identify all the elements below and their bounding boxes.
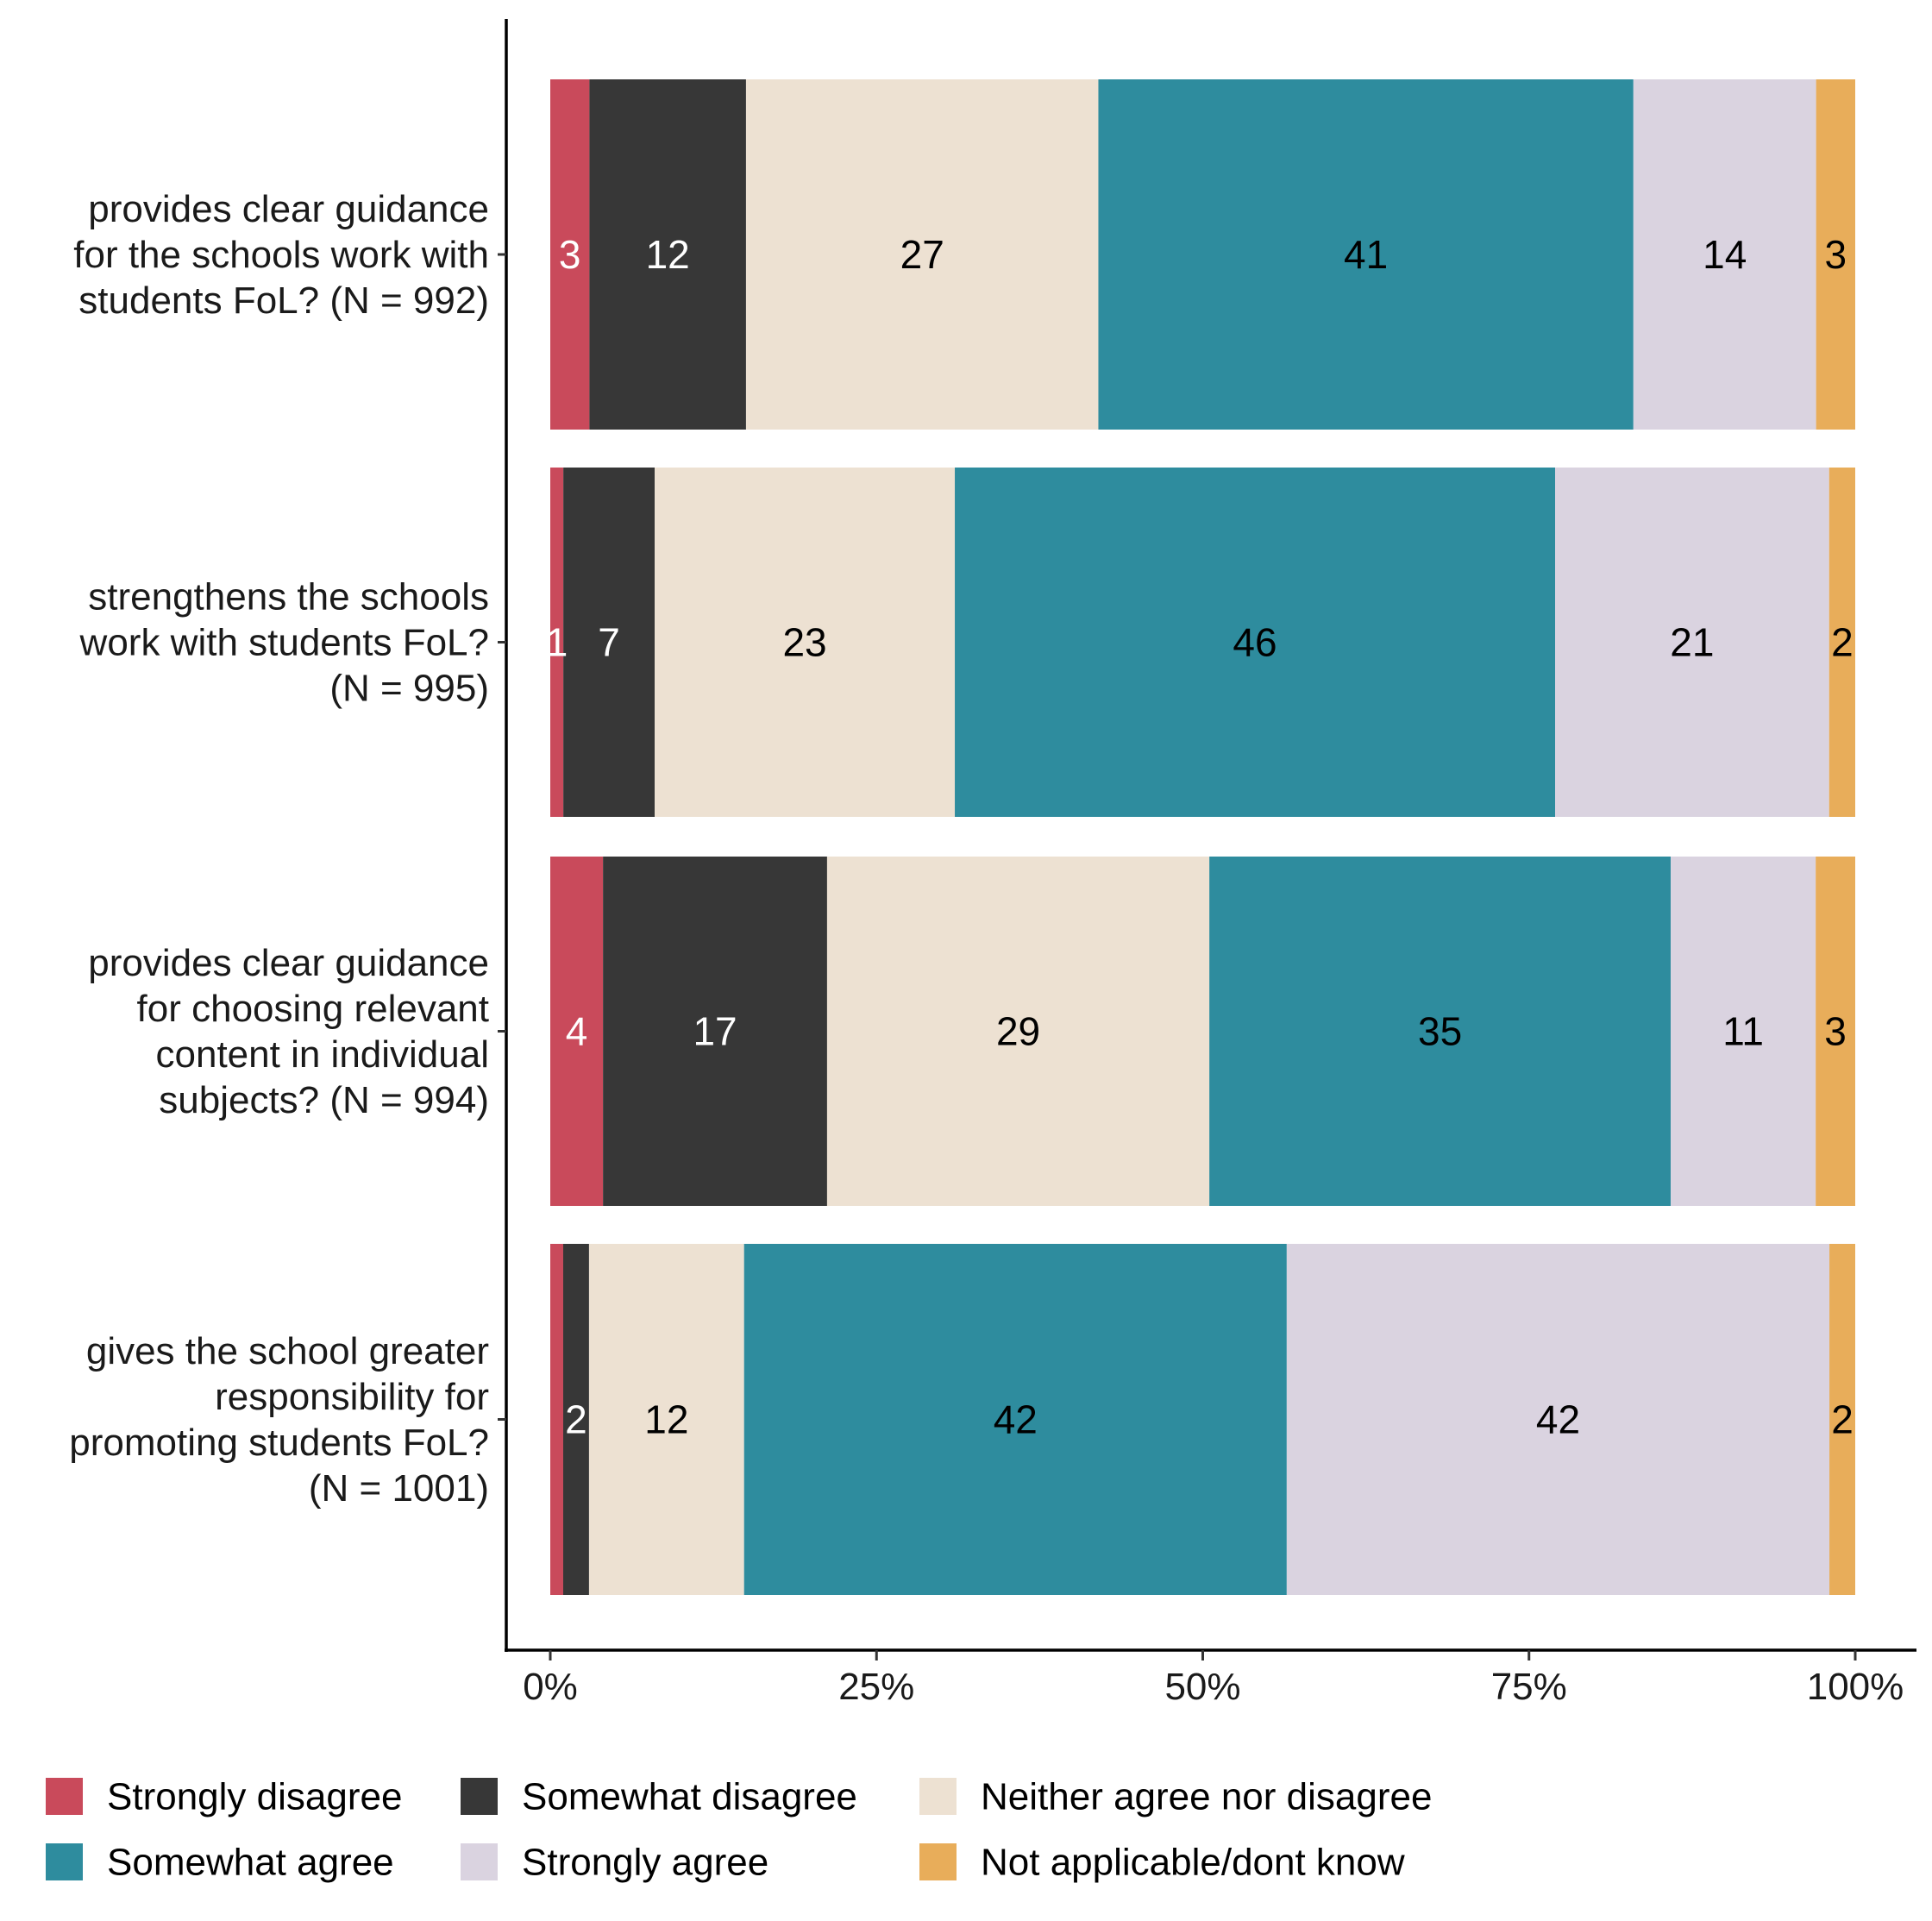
legend-label: Strongly disagree [107,1776,402,1818]
bar-segment [589,79,746,430]
bar-value-label: 2 [565,1397,587,1442]
bar-segment [588,1244,744,1595]
legend-label: Somewhat disagree [522,1776,857,1818]
bar-value-label: 2 [1831,620,1854,665]
category-label: gives the school greater responsibility f… [69,1330,489,1510]
legend-label: Neither agree nor disagree [981,1776,1432,1818]
legend: Strongly disagree Somewhat disagree Neithe… [46,1776,1432,1884]
bar-value-label: 7 [598,620,620,665]
bar-value-label: 11 [1722,1009,1764,1054]
bar-segment [743,1244,1287,1595]
y-axis: provides clear guidance for the schools w… [69,19,508,1652]
bar-segment [550,1244,563,1595]
bar-segment [1816,857,1855,1206]
legend-item: Strongly disagree [46,1776,402,1818]
x-tick-label: 25% [838,1666,914,1708]
x-tick-label: 50% [1164,1666,1240,1708]
legend-item: Somewhat disagree [461,1776,857,1818]
bar-value-label: 3 [559,232,581,277]
legend-swatch [461,1843,498,1880]
category-label: strengthens the schools work with student… [79,576,489,710]
bar-value-label: 29 [996,1009,1040,1054]
bar-segment [1555,468,1829,817]
bar-value-label: 23 [782,620,826,665]
legend-label: Not applicable/dont know [981,1842,1405,1884]
legend-swatch [919,1843,957,1880]
x-axis: 0% 25% 50% 75% 100% [505,1648,1916,1708]
bar-segment [826,857,1210,1206]
bar-segment [1828,468,1855,817]
legend-item: Somewhat agree [46,1842,394,1884]
bar-value-label: 27 [900,232,944,277]
bars-layer [550,79,1855,1595]
bar-value-label: 35 [1418,1009,1462,1054]
bar-segment [550,857,604,1206]
bar-segment [1829,1244,1855,1595]
bar-segment [550,79,590,430]
bar-segment [955,468,1556,817]
bar-value-label: 21 [1670,620,1714,665]
bar-segment [1816,79,1855,430]
legend-label: Strongly agree [522,1842,768,1884]
bar-segment [1633,79,1816,430]
bar-value-label: 14 [1703,232,1747,277]
x-tick-label: 100% [1807,1666,1904,1708]
bar-value-label: 3 [1825,232,1847,277]
legend-item: Not applicable/dont know [919,1842,1405,1884]
bar-value-label: 42 [1536,1397,1580,1442]
bar-segment [563,468,656,817]
bar-labels-layer: 3 12 27 41 14 31 7 23 46 21 24 17 29 35 11 32 12 42 42 2 [546,232,1854,1442]
legend-item: Neither agree nor disagree [919,1776,1432,1818]
bar-value-label: 12 [644,1397,688,1442]
bar-value-label: 1 [546,620,568,665]
bar-segment [745,79,1099,430]
bar-segment [1098,79,1634,430]
x-tick-label: 0% [523,1666,578,1708]
legend-swatch [46,1778,83,1815]
bar-value-label: 4 [566,1009,588,1054]
bar-segment [562,1244,589,1595]
bar-value-label: 12 [646,232,690,277]
bar-segment [1209,857,1672,1206]
bar-segment [655,468,956,817]
bar-value-label: 42 [994,1397,1038,1442]
legend-swatch [919,1778,957,1815]
bar-segment [1286,1244,1830,1595]
category-label: provides clear guidance for choosing rele… [88,942,489,1121]
legend-swatch [461,1778,498,1815]
bar-value-label: 46 [1233,620,1276,665]
bar-segment [550,468,564,817]
bar-segment [603,857,827,1206]
legend-swatch [46,1843,83,1880]
bar-segment [1671,857,1816,1206]
bar-value-label: 3 [1824,1009,1847,1054]
legend-label: Somewhat agree [107,1842,394,1884]
legend-item: Strongly agree [461,1842,768,1884]
bar-value-label: 2 [1831,1397,1854,1442]
bar-value-label: 41 [1344,232,1388,277]
bar-value-label: 17 [693,1009,737,1054]
x-tick-label: 75% [1491,1666,1567,1708]
category-label: provides clear guidance for the schools w… [73,188,489,322]
